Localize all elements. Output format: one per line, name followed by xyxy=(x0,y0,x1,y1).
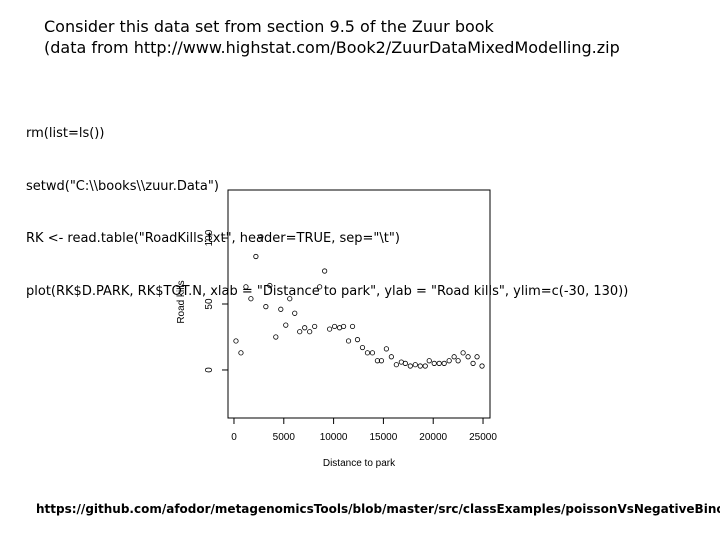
point xyxy=(238,350,244,356)
code-line: setwd("C:\\books\\zuur.Data") xyxy=(26,178,219,194)
point xyxy=(307,329,313,335)
point xyxy=(263,304,269,310)
point xyxy=(446,358,452,364)
point xyxy=(474,354,480,360)
point xyxy=(417,363,423,369)
point xyxy=(248,296,254,302)
header-line: Consider this data set from section 9.5 … xyxy=(44,17,494,36)
x-tick-label: 20000 xyxy=(419,432,447,443)
point xyxy=(340,323,347,330)
point xyxy=(345,338,352,344)
y-tick-label: 100 xyxy=(204,229,215,246)
point xyxy=(378,358,385,364)
point xyxy=(455,358,461,364)
point xyxy=(317,284,323,290)
footer-link: https://github.com/afodor/metagenomicsTo… xyxy=(36,502,720,516)
point xyxy=(364,350,371,356)
point xyxy=(422,363,428,369)
point xyxy=(388,354,394,360)
point xyxy=(393,362,399,368)
x-axis-label: Distance to park xyxy=(323,458,396,469)
point xyxy=(233,338,239,344)
point xyxy=(253,253,259,260)
point xyxy=(292,310,298,316)
point xyxy=(374,358,381,364)
x-tick-label: 0 xyxy=(231,432,237,443)
chart: Distance to park Road kills 0 5000 10000 15… xyxy=(176,189,497,469)
point xyxy=(402,360,408,366)
point xyxy=(312,323,318,330)
y-tick-label: 50 xyxy=(204,298,215,310)
point xyxy=(431,360,437,366)
x-tick-label: 15000 xyxy=(370,432,398,443)
point xyxy=(302,325,308,331)
point xyxy=(470,360,476,366)
header-line: (data from http://www.highstat.com/Book2… xyxy=(44,38,620,57)
header: Consider this data set from section 9.5 … xyxy=(44,16,620,58)
point xyxy=(331,323,338,330)
point xyxy=(283,322,289,328)
point xyxy=(287,296,293,302)
point xyxy=(267,282,273,289)
point xyxy=(441,360,447,366)
code-line: RK <- read.table("RoadKills.txt", header… xyxy=(26,231,400,246)
point xyxy=(369,350,376,356)
point xyxy=(349,323,356,330)
point xyxy=(297,329,303,335)
point xyxy=(273,334,279,340)
point xyxy=(465,354,471,360)
point xyxy=(243,284,249,290)
point xyxy=(258,234,264,240)
x-tick-label: 5000 xyxy=(273,432,296,443)
point xyxy=(383,346,389,352)
point xyxy=(327,326,333,332)
point xyxy=(407,363,413,369)
x-tick-label: 25000 xyxy=(469,432,497,443)
point xyxy=(460,350,466,356)
point xyxy=(354,337,361,343)
point xyxy=(359,344,366,351)
x-tick-label: 10000 xyxy=(320,432,348,443)
point xyxy=(278,306,284,312)
code-line: rm(list=ls()) xyxy=(26,126,105,141)
code-line: plot(RK$D.PARK, RK$TOT.N, xlab = "Distan… xyxy=(26,283,629,299)
point xyxy=(412,362,418,368)
point xyxy=(426,358,432,364)
point xyxy=(322,268,328,274)
code-block: rm(list=ls()) setwd("C:\\books\\zuur.Dat… xyxy=(26,90,628,318)
point xyxy=(436,360,442,366)
point xyxy=(451,354,457,360)
y-axis-label: Road kills xyxy=(176,280,187,323)
y-tick-label: 0 xyxy=(204,367,215,373)
point xyxy=(479,363,485,369)
plot-frame xyxy=(227,189,491,419)
